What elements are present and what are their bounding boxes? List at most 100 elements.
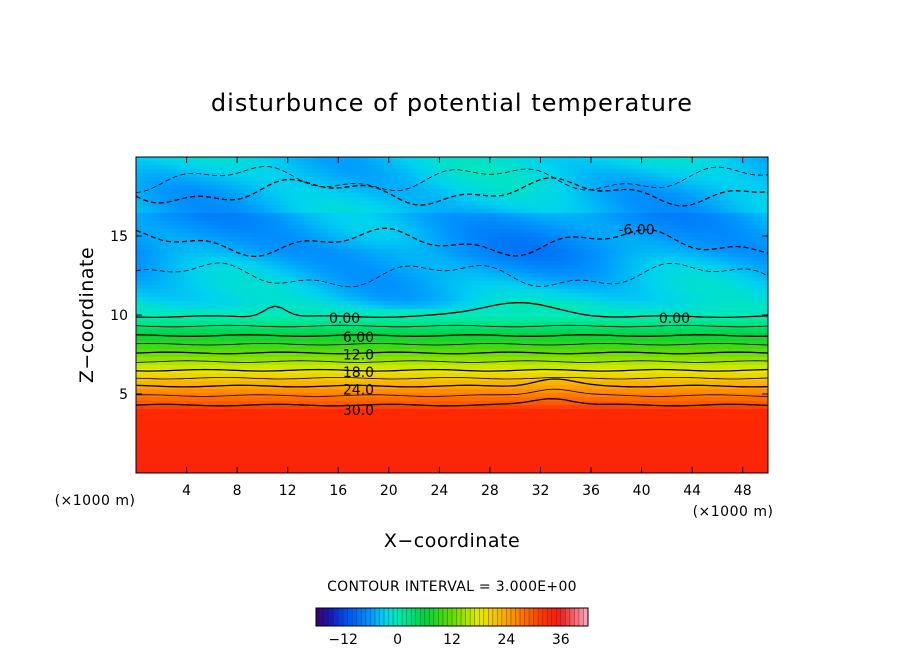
- colorbar-swatch: [492, 608, 498, 626]
- colorbar-swatch: [520, 608, 525, 626]
- contour-label: 6.00: [343, 330, 374, 346]
- x-tick-label: 20: [380, 483, 398, 499]
- contour-label: 24.0: [343, 382, 374, 398]
- negative-contour-line: [136, 166, 768, 193]
- colorbar-swatch: [420, 608, 426, 626]
- colorbar-swatch: [347, 608, 353, 626]
- x-tick-label: 40: [633, 483, 651, 499]
- colorbar-swatch: [411, 608, 417, 626]
- contour-label: 18.0: [343, 365, 374, 381]
- contour-label: 0.00: [659, 311, 690, 327]
- contour-labels: 0.00 6.00 12.018.024.0 30.0 0.00 -6.00: [329, 223, 690, 419]
- contour-line: [136, 351, 768, 355]
- colorbar-swatch: [529, 608, 534, 626]
- colorbar-swatch: [384, 608, 389, 626]
- colorbar-swatch: [470, 608, 475, 626]
- x-tick-label: 4: [182, 483, 191, 499]
- contour-label: 30.0: [343, 403, 374, 419]
- colorbar-swatch: [479, 608, 485, 626]
- colorbar-swatch: [510, 608, 516, 626]
- colorbar: [315, 607, 589, 627]
- colorbar-swatch: [438, 608, 444, 626]
- colorbar-swatch: [325, 608, 330, 626]
- colorbar-swatch: [334, 608, 339, 626]
- x-unit-label-left: (×1000 m): [55, 493, 136, 509]
- colorbar-swatch: [501, 608, 507, 626]
- colorbar-swatch: [429, 608, 435, 626]
- x-axis-label: X−coordinate: [384, 530, 520, 552]
- colorbar-swatch: [402, 608, 407, 626]
- colorbar-swatch: [370, 608, 376, 626]
- contour-line: [136, 301, 768, 319]
- colorbar-swatch: [316, 608, 321, 626]
- negative-contour-line: [136, 262, 768, 288]
- colorbar-swatch: [393, 608, 398, 626]
- x-tick-label: 16: [329, 483, 347, 499]
- colorbar-swatch: [456, 608, 462, 626]
- colorbar-swatch: [533, 608, 539, 626]
- colorbar-swatch: [465, 608, 471, 626]
- colorbar-swatch: [379, 608, 385, 626]
- colorbar-tick-label: 12: [443, 632, 461, 648]
- contour-label: 12.0: [343, 348, 374, 364]
- contour-line: [136, 360, 768, 363]
- colorbar-swatch: [578, 608, 584, 626]
- colorbar-swatch: [524, 608, 530, 626]
- colorbar-tick-label: −12: [328, 632, 358, 648]
- colorbar-frame: [315, 607, 589, 627]
- y-tick-label: 15: [110, 229, 128, 245]
- x-tick-label: 44: [683, 483, 701, 499]
- colorbar-swatch: [583, 608, 589, 626]
- x-tick-label: 24: [430, 483, 448, 499]
- colorbar-swatch: [374, 608, 380, 626]
- colorbar-swatch: [361, 608, 367, 626]
- x-tick-label: 8: [233, 483, 242, 499]
- colorbar-tick-label: 36: [552, 632, 570, 648]
- filled-contour-field: [136, 157, 768, 473]
- colorbar-swatch: [388, 608, 394, 626]
- colorbar-swatch: [338, 608, 344, 626]
- colorbar-swatch: [506, 608, 512, 626]
- contour-label: -6.00: [618, 223, 654, 239]
- contour-label: 0.00: [329, 311, 360, 327]
- colorbar-swatch: [565, 608, 571, 626]
- colorbar-swatch: [560, 608, 566, 626]
- colorbar-swatch: [556, 608, 562, 626]
- x-unit-label-right: (×1000 m): [693, 504, 774, 520]
- colorbar-swatch: [547, 608, 553, 626]
- contour-line: [136, 342, 768, 346]
- colorbar-swatch: [488, 608, 494, 626]
- colorbar-swatch: [483, 608, 489, 626]
- colorbar-swatch: [474, 608, 480, 626]
- colorbar-tick-label: 24: [497, 632, 515, 648]
- colorbar-swatch: [433, 608, 439, 626]
- contour-lines: [136, 166, 768, 407]
- colorbar-swatch: [356, 608, 362, 626]
- x-axis-ticks: 4 8 12 16 20 24 28 32 36 40 44 48: [182, 157, 752, 499]
- colorbar-tick-label: 0: [393, 632, 402, 648]
- colorbar-ticks: −12 0 12 24 36: [328, 632, 569, 648]
- colorbar-swatch: [497, 608, 503, 626]
- colorbar-swatch: [329, 608, 335, 626]
- colorbar-swatch: [415, 608, 421, 626]
- colorbar-swatch: [442, 608, 448, 626]
- negative-contour-line: [136, 177, 768, 207]
- colorbar-swatch: [343, 608, 349, 626]
- colorbar-swatch: [461, 608, 466, 626]
- y-axis-label: Z−coordinate: [76, 247, 98, 383]
- x-tick-label: 48: [734, 483, 752, 499]
- contour-line: [136, 378, 768, 388]
- y-axis-ticks: 5 10 15: [110, 229, 768, 403]
- contour-line: [136, 377, 768, 380]
- colorbar-swatch: [424, 608, 430, 626]
- plot-area: 0.00 6.00 12.018.024.0 30.0 0.00 -6.00: [136, 157, 768, 473]
- colorbar-swatch: [397, 608, 403, 626]
- colorbar-swatch: [574, 608, 580, 626]
- x-tick-label: 12: [279, 483, 297, 499]
- colorbar-swatch: [515, 608, 521, 626]
- colorbar-swatch: [542, 608, 548, 626]
- colorbar-swatch: [551, 608, 557, 626]
- contour-line: [136, 388, 768, 397]
- colorbar-swatch: [538, 608, 543, 626]
